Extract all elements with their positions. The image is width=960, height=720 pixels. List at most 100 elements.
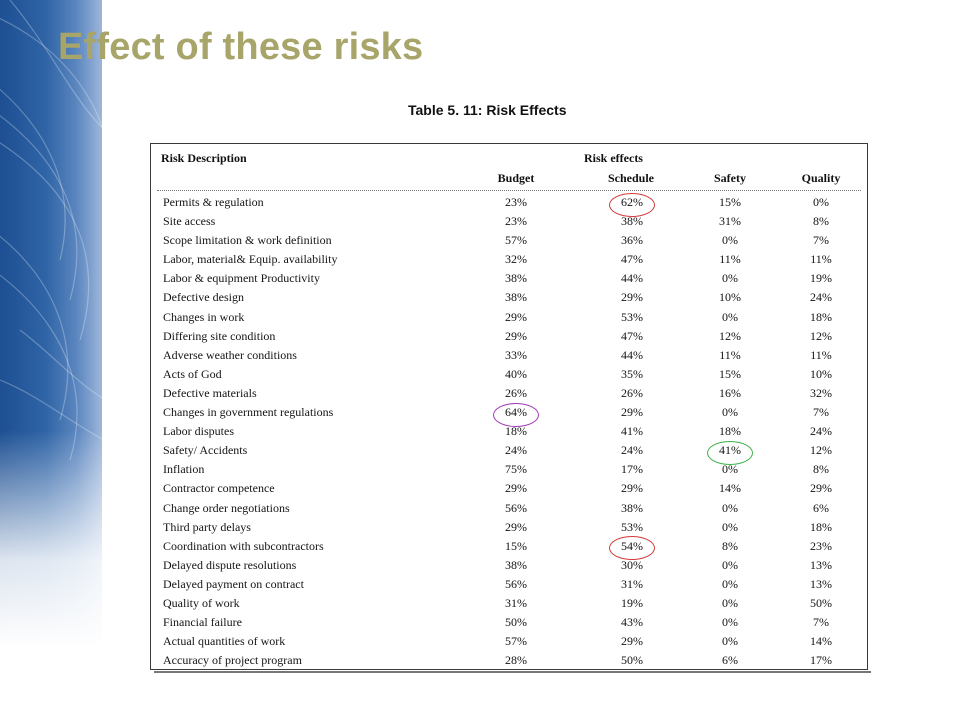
table-row: Permits & regulation 23% 62% 15% 0% <box>151 194 867 213</box>
quality-cell: 17% <box>810 653 832 668</box>
budget-cell: 64% <box>505 405 527 420</box>
budget-cell: 29% <box>505 309 527 324</box>
schedule-cell: 53% <box>621 309 643 324</box>
budget-cell: 31% <box>505 595 527 610</box>
schedule-cell: 44% <box>621 271 643 286</box>
safety-cell: 0% <box>722 309 738 324</box>
table-row: Changes in government regulations 64% 29% 0… <box>151 404 867 423</box>
schedule-cell: 43% <box>621 615 643 630</box>
table-row: Labor, material& Equip. availability 32% 4… <box>151 251 867 270</box>
header-divider <box>157 190 861 191</box>
quality-cell: 12% <box>810 328 832 343</box>
safety-cell: 0% <box>722 595 738 610</box>
quality-cell: 24% <box>810 424 832 439</box>
schedule-cell: 36% <box>621 233 643 248</box>
risk-description-cell: Coordination with subcontractors <box>163 538 324 553</box>
table-row: Coordination with subcontractors 15% 54% 8%… <box>151 538 867 557</box>
risk-description-cell: Site access <box>163 214 216 229</box>
table-row: Delayed dispute resolutions 38% 30% 0% 13% <box>151 557 867 576</box>
budget-cell: 15% <box>505 538 527 553</box>
schedule-cell: 29% <box>621 481 643 496</box>
table-row: Adverse weather conditions 33% 44% 11% 11% <box>151 347 867 366</box>
schedule-cell: 47% <box>621 252 643 267</box>
schedule-cell: 47% <box>621 328 643 343</box>
schedule-cell: 17% <box>621 462 643 477</box>
safety-cell: 0% <box>722 615 738 630</box>
safety-cell: 14% <box>719 481 741 496</box>
risk-description-cell: Defective design <box>163 290 244 305</box>
budget-cell: 56% <box>505 576 527 591</box>
risk-description-cell: Changes in work <box>163 309 245 324</box>
table-body: Permits & regulation 23% 62% 15% 0% Site acce… <box>151 194 867 671</box>
quality-cell: 7% <box>813 615 829 630</box>
table-row: Safety/ Accidents 24% 24% 41% 12% <box>151 442 867 461</box>
risk-effects-table: Risk Description Risk effects Budget Sch… <box>150 143 871 673</box>
schedule-cell: 29% <box>621 634 643 649</box>
quality-cell: 50% <box>810 595 832 610</box>
budget-cell: 50% <box>505 615 527 630</box>
safety-cell: 31% <box>719 214 741 229</box>
table-row: Differing site condition 29% 47% 12% 12% <box>151 328 867 347</box>
quality-cell: 0% <box>813 195 829 209</box>
table-row: Labor & equipment Productivity 38% 44% 0% 19… <box>151 270 867 289</box>
safety-cell: 8% <box>722 538 738 553</box>
quality-cell: 18% <box>810 309 832 324</box>
quality-cell: 29% <box>810 481 832 496</box>
safety-cell: 0% <box>722 500 738 515</box>
header-schedule: Schedule <box>607 171 654 185</box>
schedule-cell: 19% <box>621 595 643 610</box>
safety-cell: 10% <box>719 290 741 305</box>
risk-description-cell: Labor, material& Equip. availability <box>163 252 338 267</box>
risk-description-cell: Contractor competence <box>163 481 275 496</box>
header-risk-description: Risk Description <box>161 151 247 165</box>
schedule-cell: 38% <box>621 500 643 515</box>
safety-cell: 0% <box>722 462 738 477</box>
table-row: Third party delays 29% 53% 0% 18% <box>151 519 867 538</box>
table-row: Acts of God 40% 35% 15% 10% <box>151 366 867 385</box>
budget-cell: 38% <box>505 557 527 572</box>
schedule-cell: 29% <box>621 290 643 305</box>
budget-cell: 40% <box>505 366 527 381</box>
table-row: Actual quantities of work 57% 29% 0% 14% <box>151 633 867 652</box>
budget-cell: 38% <box>505 271 527 286</box>
header-safety: Safety <box>714 171 746 185</box>
risk-description-cell: Financial failure <box>163 615 242 630</box>
budget-cell: 29% <box>505 519 527 534</box>
budget-cell: 33% <box>505 347 527 362</box>
safety-cell: 0% <box>722 271 738 286</box>
safety-cell: 0% <box>722 233 738 248</box>
safety-cell: 0% <box>722 405 738 420</box>
risk-description-cell: Acts of God <box>163 366 222 381</box>
safety-cell: 0% <box>722 557 738 572</box>
table-row: Delayed payment on contract 56% 31% 0% 13% <box>151 576 867 595</box>
quality-cell: 7% <box>813 233 829 248</box>
safety-cell: 18% <box>719 424 741 439</box>
safety-cell: 11% <box>719 347 741 362</box>
safety-cell: 6% <box>722 653 738 668</box>
header-budget: Budget <box>497 171 535 185</box>
header-risk-effects: Risk effects <box>584 151 643 165</box>
risk-description-cell: Differing site condition <box>163 328 276 343</box>
schedule-cell: 24% <box>621 443 643 458</box>
safety-cell: 0% <box>722 634 738 649</box>
schedule-cell: 38% <box>621 214 643 229</box>
quality-cell: 12% <box>810 443 832 458</box>
schedule-cell: 41% <box>621 424 643 439</box>
quality-cell: 13% <box>810 576 832 591</box>
schedule-cell: 50% <box>621 653 643 668</box>
schedule-cell: 26% <box>621 385 643 400</box>
safety-cell: 16% <box>719 385 741 400</box>
safety-cell: 15% <box>719 195 741 209</box>
swirl-pattern-icon <box>0 0 102 461</box>
table-caption: Table 5. 11: Risk Effects <box>408 102 567 118</box>
table-row: Scope limitation & work definition 57% 36%… <box>151 232 867 251</box>
quality-cell: 23% <box>810 538 832 553</box>
quality-cell: 13% <box>810 557 832 572</box>
safety-cell: 12% <box>719 328 741 343</box>
risk-description-cell: Inflation <box>163 462 205 477</box>
table-row: Defective design 38% 29% 10% 24% <box>151 289 867 308</box>
schedule-cell: 53% <box>621 519 643 534</box>
table-row: Contractor competence 29% 29% 14% 29% <box>151 480 867 499</box>
quality-cell: 8% <box>813 214 829 229</box>
risk-description-cell: Adverse weather conditions <box>163 347 297 362</box>
